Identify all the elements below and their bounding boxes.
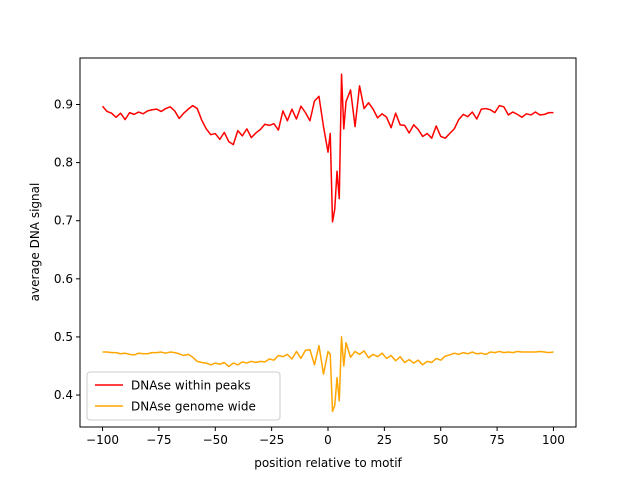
y-tick-label: 0.8 [54, 156, 73, 170]
y-tick-label: 0.7 [54, 214, 73, 228]
y-axis-label: average DNA signal [28, 183, 42, 302]
x-tick-label: −50 [203, 433, 228, 447]
x-tick-label: 0 [324, 433, 332, 447]
plot-area [80, 58, 576, 427]
x-tick-label: 75 [489, 433, 504, 447]
x-tick-label: 25 [377, 433, 392, 447]
x-axis-label: position relative to motif [254, 456, 402, 470]
x-tick-label: −100 [86, 433, 119, 447]
x-axis-ticks: −100 −75 −50 −25 0 25 50 75 100 [86, 427, 565, 447]
y-tick-label: 0.5 [54, 330, 73, 344]
legend: DNAse within peaks DNAse genome wide [86, 371, 281, 421]
legend-label-dnase-within-peaks: DNAse within peaks [131, 379, 251, 393]
legend-box [86, 371, 281, 421]
y-axis-ticks: 0.4 0.5 0.6 0.7 0.8 0.9 [54, 97, 80, 402]
x-tick-label: 100 [542, 433, 565, 447]
series-line-dnase-genome-wide [102, 336, 554, 413]
series-layer [101, 73, 554, 413]
series-line-dnase-within-peaks [101, 73, 554, 223]
y-tick-label: 0.6 [54, 272, 73, 286]
x-tick-label: 50 [433, 433, 448, 447]
y-tick-label: 0.9 [54, 97, 73, 111]
y-tick-label: 0.4 [54, 388, 73, 402]
legend-label-dnase-genome-wide: DNAse genome wide [131, 400, 256, 414]
x-tick-label: −75 [146, 433, 171, 447]
x-tick-label: −25 [259, 433, 284, 447]
